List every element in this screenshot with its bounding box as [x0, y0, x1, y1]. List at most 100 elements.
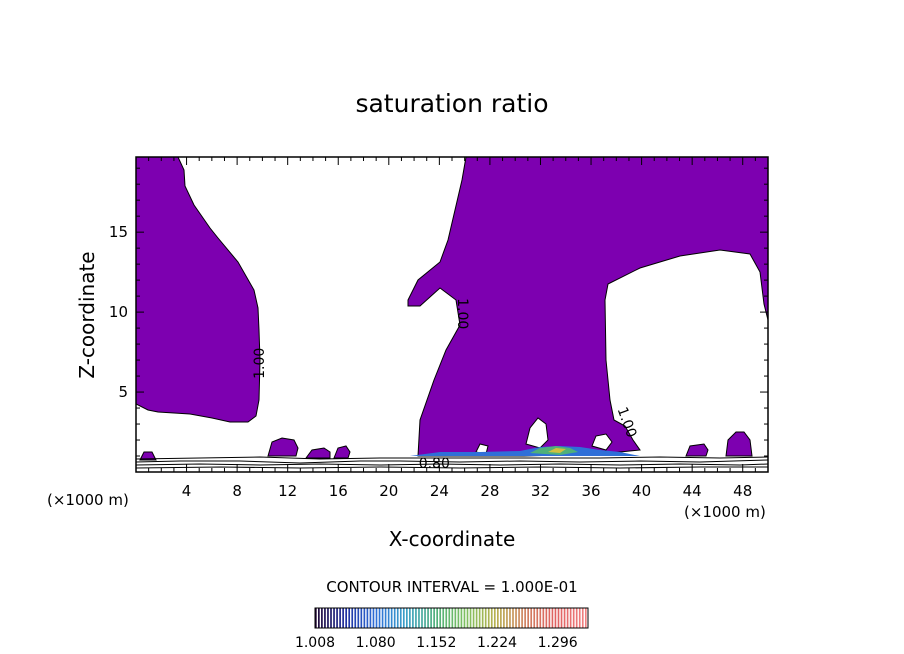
saturated-region-cell-right [725, 431, 753, 457]
colorbar-stripe [490, 608, 493, 628]
colorbar-stripe [372, 608, 375, 628]
colorbar-stripe [387, 608, 390, 628]
colorbar-stripe [484, 608, 487, 628]
colorbar-stripe [418, 608, 420, 628]
x-tick-label: 40 [632, 482, 651, 500]
colorbar-stripe [509, 608, 511, 628]
colorbar-stripe [399, 608, 402, 628]
x-tick-label: 28 [480, 482, 499, 500]
colorbar-stripe [539, 608, 542, 628]
colorbar-stripe [406, 608, 408, 628]
colorbar-stripe [324, 608, 326, 628]
unsaturated-pocket-37km [591, 433, 613, 451]
colorbar-stripe [463, 608, 466, 628]
colorbar-stripe [497, 608, 499, 628]
colorbar-stripe [396, 608, 399, 628]
colorbar-stripe [442, 608, 445, 628]
colorbar-stripe [424, 608, 426, 628]
colorbar-stripe [581, 608, 584, 628]
colorbar-stripe [545, 608, 548, 628]
x-tick-label: 20 [379, 482, 398, 500]
colorbar-tick-label: 1.296 [538, 635, 578, 651]
colorbar-stripe [487, 608, 490, 628]
colorbar-stripe [560, 608, 563, 628]
colorbar-stripe [360, 608, 363, 628]
colorbar-stripe [578, 608, 581, 628]
y-tick-label: 10 [109, 303, 128, 321]
colorbar: 1.008 1.080 1.152 1.224 1.296 [295, 607, 589, 651]
colorbar-stripe [369, 608, 372, 628]
x-tick-label: 36 [581, 482, 600, 500]
colorbar-stripe [333, 608, 335, 628]
colorbar-stripe [448, 608, 451, 628]
colorbar-stripe [548, 608, 551, 628]
colorbar-stripe [402, 608, 405, 628]
colorbar-stripe [512, 608, 514, 628]
colorbar-stripe [445, 608, 448, 628]
colorbar-stripe [357, 608, 360, 628]
colorbar-stripe [475, 608, 478, 628]
colorbar-stripe [466, 608, 469, 628]
colorbar-stripe [342, 608, 344, 628]
x-tick-label: 8 [232, 482, 242, 500]
saturated-region-cell-16km [333, 445, 351, 459]
saturated-region-cell-12km [267, 437, 299, 457]
colorbar-stripe [412, 608, 414, 628]
colorbar-stripe [366, 608, 369, 628]
surface-contour-line-2 [135, 459, 769, 464]
colorbar-stripe [493, 608, 496, 628]
colorbar-stripe [430, 608, 432, 628]
colorbar-stripe [563, 608, 566, 628]
colorbar-stripe [575, 608, 578, 628]
colorbar-stripe [469, 608, 472, 628]
saturated-region-left [135, 156, 261, 423]
saturated-region-cell-1km [139, 451, 157, 461]
contour-label: 1.00 [252, 348, 268, 379]
colorbar-stripe [518, 608, 520, 628]
colorbar-stripes [315, 608, 587, 628]
colorbar-stripe [554, 608, 557, 628]
chart-title: saturation ratio [355, 89, 548, 118]
x-unit-label-right: (×1000 m) [684, 503, 766, 521]
surface-contour-line-3 [135, 463, 769, 466]
x-tick-label: 16 [329, 482, 348, 500]
colorbar-stripe [451, 608, 454, 628]
colorbar-stripe [454, 608, 457, 628]
colorbar-stripe [330, 608, 332, 628]
colorbar-stripe [393, 608, 396, 628]
colorbar-stripe [327, 608, 329, 628]
surface-contour-line-1 [135, 456, 769, 460]
plot-area: 1.001.001.000.80 [135, 156, 769, 472]
contour-label: 1.00 [454, 298, 470, 329]
colorbar-stripe [375, 608, 378, 628]
colorbar-stripe [336, 608, 338, 628]
x-tick-label: 12 [278, 482, 297, 500]
x-unit-label-left: (×1000 m) [47, 491, 129, 509]
colorbar-stripe [363, 608, 366, 628]
colorbar-stripe [339, 608, 341, 628]
colorbar-stripe [348, 608, 351, 628]
colorbar-labels: 1.008 1.080 1.152 1.224 1.296 [295, 635, 578, 651]
saturated-region-fills [135, 156, 769, 461]
x-tick-label: 44 [683, 482, 702, 500]
saturated-region-cell-43km [685, 443, 709, 457]
x-tick-label: 4 [182, 482, 192, 500]
colorbar-stripe [433, 608, 435, 628]
y-tick-label: 15 [109, 223, 128, 241]
surface-contour-line-4 [135, 466, 768, 469]
y-axis-label: Z-coordinate [75, 251, 99, 378]
colorbar-tick-label: 1.080 [356, 635, 396, 651]
colorbar-tick-label: 1.152 [416, 635, 456, 651]
colorbar-stripe [472, 608, 475, 628]
colorbar-stripe [321, 608, 323, 628]
y-tick-label: 5 [118, 383, 128, 401]
colorbar-stripe [315, 608, 317, 628]
colorbar-stripe [521, 608, 523, 628]
colorbar-stripe [427, 608, 429, 628]
supersaturation-band-yellow [548, 448, 566, 453]
colorbar-stripe [566, 608, 569, 628]
colorbar-frame [314, 607, 589, 629]
contour-label: 0.80 [419, 456, 450, 472]
colorbar-stripe [384, 608, 387, 628]
colorbar-stripe [527, 608, 530, 628]
